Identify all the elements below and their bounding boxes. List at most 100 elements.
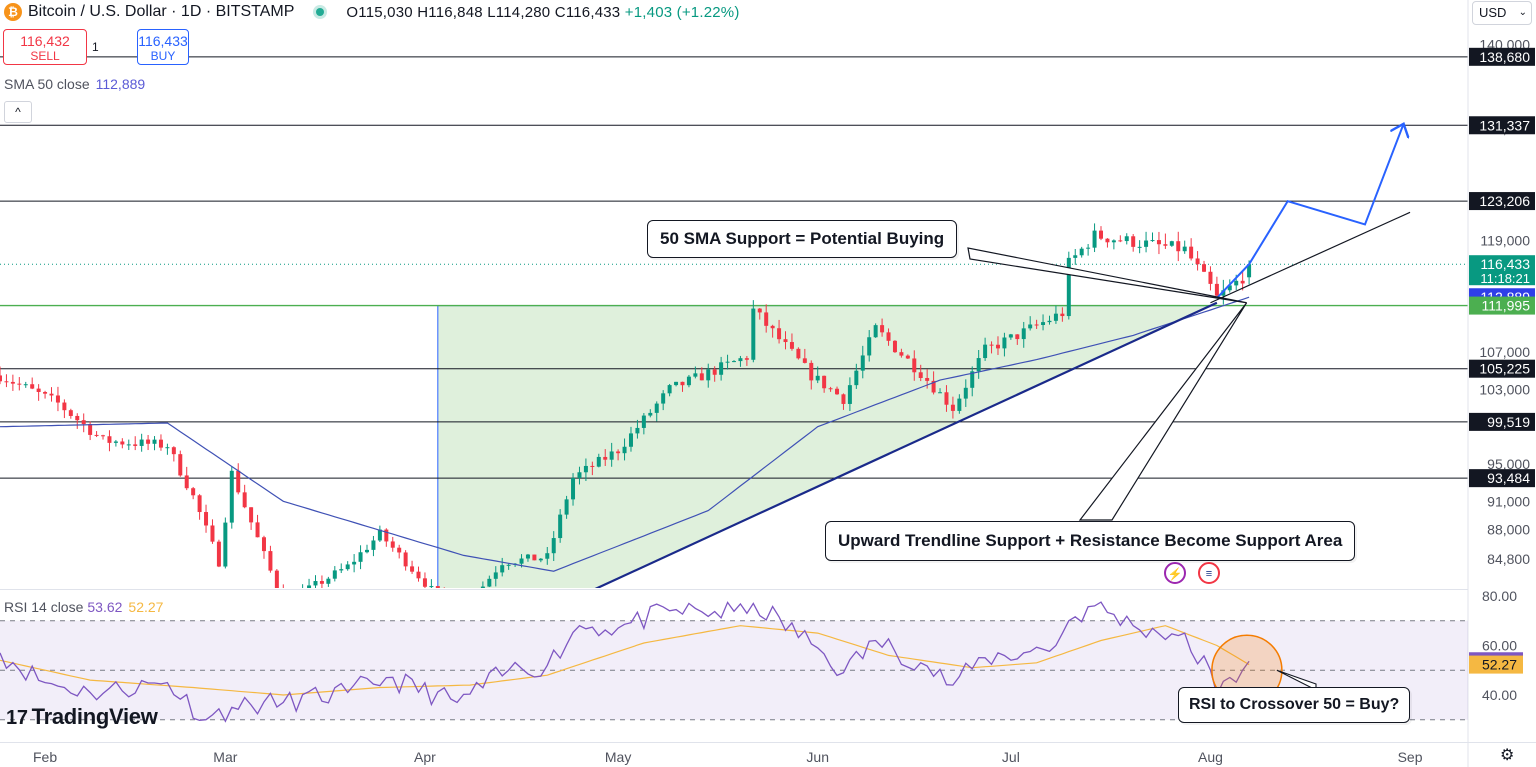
candle-body bbox=[1118, 240, 1123, 242]
candle-body bbox=[1182, 246, 1187, 252]
countdown-tag: 11:18:21 bbox=[1480, 271, 1530, 286]
symbol-header[interactable]: ₿ Bitcoin / U.S. Dollar · 1D · BITSTAMP … bbox=[0, 0, 740, 24]
candle-body bbox=[1247, 264, 1252, 278]
candle-body bbox=[854, 370, 859, 386]
candle-body bbox=[899, 352, 904, 356]
candle-body bbox=[603, 456, 608, 460]
time-tick-label: Jun bbox=[806, 749, 829, 765]
price-tick-label: 95,000 bbox=[1487, 456, 1530, 472]
tradingview-logo: 17 TradingView bbox=[6, 704, 158, 730]
rsi-legend[interactable]: RSI 14 close 53.62 52.27 bbox=[4, 599, 163, 615]
candle-body bbox=[1150, 240, 1155, 242]
candle-body bbox=[950, 404, 955, 411]
candle-body bbox=[699, 373, 704, 381]
chevron-down-icon: ⌄ bbox=[1518, 7, 1527, 18]
candle-body bbox=[725, 361, 730, 363]
candle-body bbox=[268, 551, 273, 571]
candle-body bbox=[641, 415, 646, 428]
candle-body bbox=[255, 522, 260, 538]
candle-body bbox=[36, 388, 41, 392]
lightning-icon[interactable]: ⚡ bbox=[1164, 562, 1186, 584]
candle-body bbox=[590, 465, 595, 467]
sma-legend[interactable]: SMA 50 close 112,889 bbox=[4, 76, 145, 92]
collapse-legend-button[interactable]: ^ bbox=[4, 101, 32, 123]
candle-body bbox=[609, 451, 614, 460]
candle-body bbox=[429, 586, 434, 588]
candle-body bbox=[43, 391, 48, 394]
currency-label: USD bbox=[1479, 5, 1507, 20]
candle-body bbox=[918, 372, 923, 378]
candle-body bbox=[880, 325, 885, 333]
symbol-title[interactable]: Bitcoin / U.S. Dollar · 1D · BITSTAMP bbox=[28, 3, 295, 20]
candle-body bbox=[1053, 313, 1058, 321]
candle-body bbox=[1111, 240, 1116, 243]
candle-body bbox=[435, 586, 440, 588]
candle-body bbox=[970, 371, 975, 388]
candle-body bbox=[802, 358, 807, 363]
ohlc-open: O115,030 bbox=[346, 3, 413, 21]
candle-body bbox=[931, 380, 936, 393]
candle-body bbox=[55, 395, 60, 403]
candle-body bbox=[23, 384, 28, 386]
candle-body bbox=[1208, 271, 1213, 284]
candle-body bbox=[165, 447, 170, 449]
candle-body bbox=[75, 415, 80, 421]
candle-body bbox=[616, 451, 621, 454]
candle-body bbox=[94, 434, 99, 436]
candle-body bbox=[1041, 322, 1046, 326]
candle-body bbox=[480, 586, 485, 588]
candle-body bbox=[648, 412, 653, 416]
candle-body bbox=[474, 596, 478, 605]
candle-body bbox=[976, 358, 981, 372]
order-quantity[interactable]: 1 bbox=[92, 40, 99, 54]
candle-body bbox=[1047, 320, 1052, 323]
candle-body bbox=[1124, 236, 1129, 242]
candle-body bbox=[912, 358, 917, 373]
candle-body bbox=[191, 488, 196, 496]
candle-body bbox=[796, 348, 801, 359]
currency-selector[interactable]: USD ⌄ bbox=[1472, 1, 1532, 25]
trendline-support-callout[interactable]: Upward Trendline Support + Resistance Be… bbox=[825, 521, 1356, 561]
candle-body bbox=[422, 578, 427, 587]
level-tag-123,206-bg bbox=[1469, 192, 1535, 211]
candle-body bbox=[963, 387, 968, 399]
candle-body bbox=[500, 565, 505, 573]
price-tick-label: 91,000 bbox=[1487, 493, 1530, 509]
accumulation-zone bbox=[437, 302, 1217, 588]
candle-body bbox=[229, 470, 234, 523]
candle-body bbox=[223, 522, 228, 567]
candle-body bbox=[905, 355, 910, 359]
projection-arrow bbox=[1216, 124, 1404, 299]
candle-body bbox=[133, 444, 138, 446]
sma-support-callout[interactable]: 50 SMA Support = Potential Buying bbox=[647, 220, 958, 258]
candle-body bbox=[493, 572, 498, 579]
price-tick-label: 107,000 bbox=[1479, 344, 1530, 360]
us-flag-icon[interactable]: ≡ bbox=[1198, 562, 1220, 584]
candle-body bbox=[384, 529, 389, 542]
candle-body bbox=[751, 308, 756, 360]
candle-body bbox=[1176, 241, 1181, 252]
buy-button[interactable]: 116,433 BUY bbox=[137, 29, 189, 65]
gear-icon[interactable]: ⚙ bbox=[1500, 747, 1515, 764]
candle-body bbox=[184, 475, 189, 489]
candle-body bbox=[764, 312, 769, 326]
sell-button[interactable]: 116,432 SELL bbox=[3, 29, 87, 65]
candle-body bbox=[1240, 280, 1245, 284]
time-tick-label: May bbox=[605, 749, 631, 765]
candle-body bbox=[596, 456, 601, 467]
last-price-tag-bg bbox=[1469, 255, 1535, 286]
candle-body bbox=[158, 439, 163, 448]
rsi-crossover-callout[interactable]: RSI to Crossover 50 = Buy? bbox=[1178, 687, 1411, 723]
candle-body bbox=[1099, 230, 1103, 239]
candle-body bbox=[1227, 285, 1232, 291]
candle-body bbox=[892, 340, 897, 353]
time-tick-label: Aug bbox=[1198, 749, 1223, 765]
rsi-ma-tag: 52.27 bbox=[1482, 657, 1517, 673]
candle-body bbox=[847, 385, 852, 404]
last-price-tag: 116,433 bbox=[1480, 256, 1530, 272]
candle-body bbox=[551, 538, 556, 554]
price-pane bbox=[0, 56, 1468, 605]
candle-body bbox=[261, 537, 266, 552]
candle-body bbox=[841, 394, 846, 404]
